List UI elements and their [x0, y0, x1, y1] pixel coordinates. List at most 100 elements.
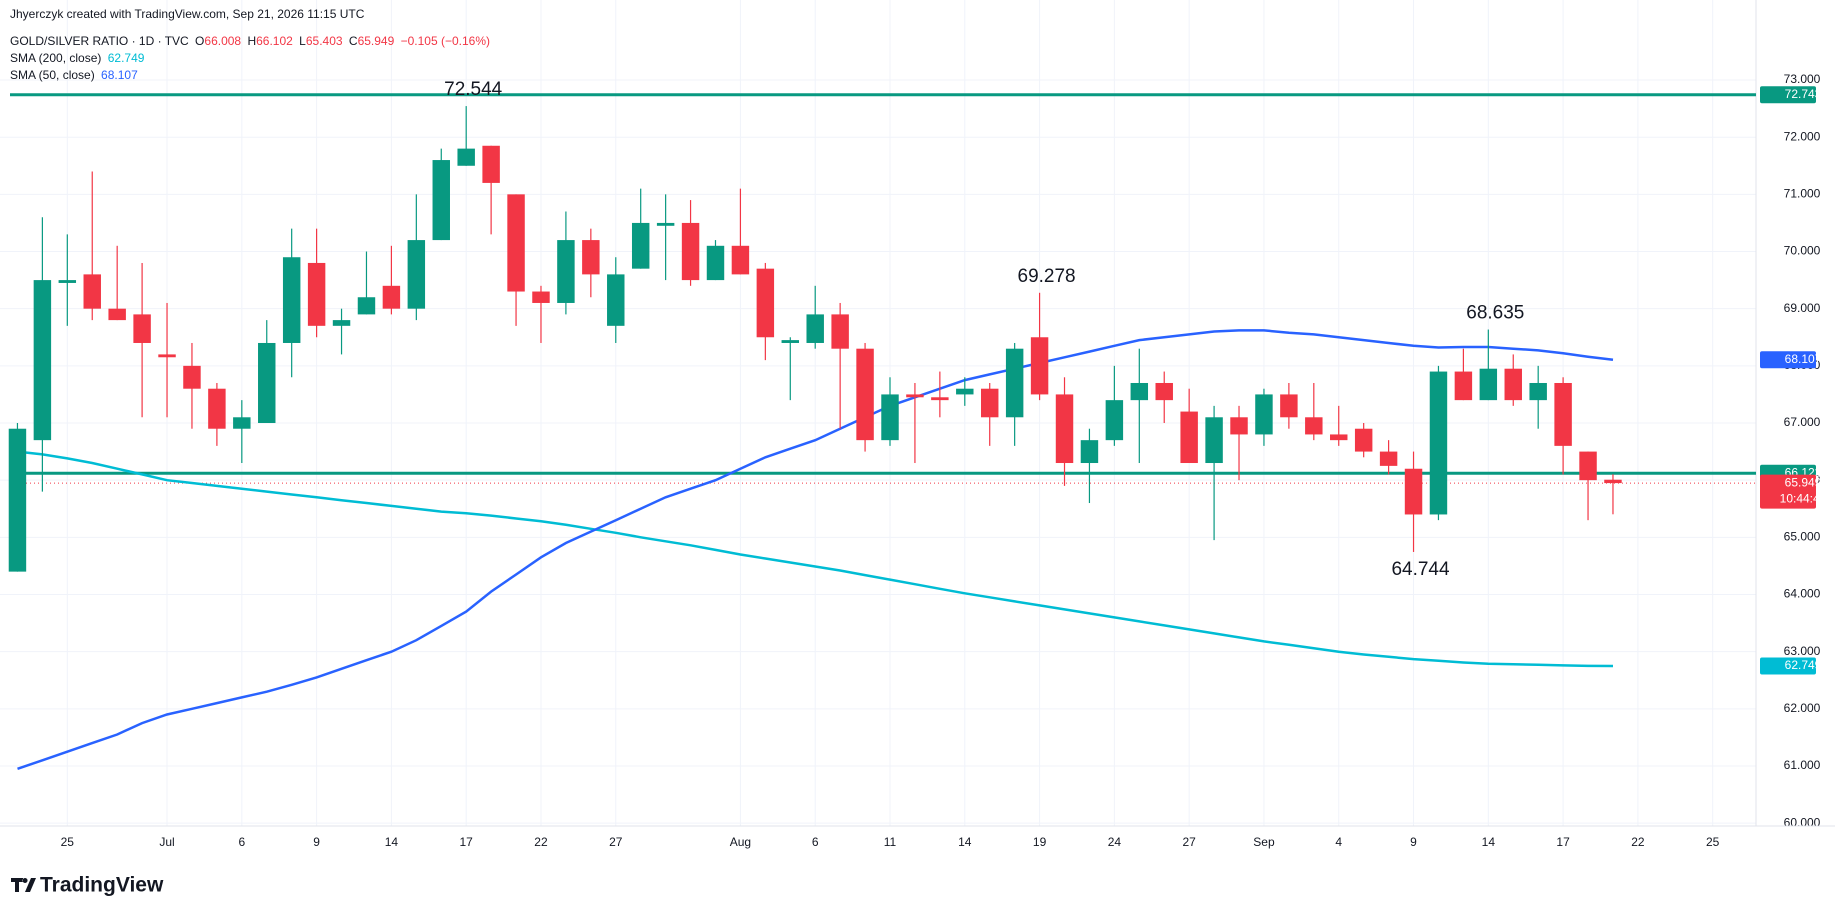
ohlc-letter: O: [195, 34, 205, 48]
candle-body: [1579, 451, 1597, 481]
candle-body: [532, 291, 550, 303]
candle-body: [1479, 368, 1498, 401]
candle-body: [856, 348, 874, 441]
candle-body: [1255, 394, 1273, 435]
sma-label: 68.107: [1785, 352, 1822, 366]
candle-body: [8, 428, 27, 572]
candle-body: [507, 194, 525, 292]
candle-body: [108, 308, 126, 321]
x-tick-label: Sep: [1253, 835, 1275, 849]
candle-body: [457, 148, 475, 166]
ohlc-legend: GOLD/SILVER RATIO · 1D · TVC O66.008 H66…: [10, 34, 493, 48]
candle-body: [931, 397, 949, 401]
candle-body: [956, 388, 974, 395]
x-tick-label: 22: [534, 835, 548, 849]
candle-body: [557, 240, 575, 303]
candle-body: [1180, 411, 1198, 464]
ohlc-value: 65.403: [305, 34, 343, 48]
x-tick-label: 11: [884, 835, 897, 849]
candle-body: [83, 274, 101, 309]
x-tick-label: 25: [61, 835, 75, 849]
candle-body: [607, 274, 625, 326]
ohlc-value: 66.102: [256, 34, 293, 48]
y-tick-label: 64.000: [1784, 587, 1821, 601]
candle-body: [33, 280, 52, 441]
candle-body: [282, 257, 301, 343]
candle-body: [208, 388, 226, 429]
candle-body: [307, 262, 326, 326]
candle-body: [756, 268, 775, 338]
ohlc-letter: L: [299, 34, 306, 48]
y-tick-label: 71.000: [1784, 187, 1821, 201]
candle-body: [1230, 417, 1248, 435]
hline-label-box: [1760, 86, 1816, 104]
x-tick-label: 14: [385, 835, 399, 849]
candle-body: [1330, 434, 1348, 441]
candle-body: [631, 222, 650, 269]
x-tick-label: 24: [1108, 835, 1122, 849]
sma-line: [17, 450, 1614, 668]
candle-body: [1604, 479, 1622, 484]
candle-body: [681, 222, 700, 281]
x-tick-label: 19: [1033, 835, 1047, 849]
x-tick-label: Jul: [159, 835, 174, 849]
annotation: 69.278: [1018, 266, 1076, 287]
hline-label: 72.743: [1785, 87, 1822, 101]
legend-name: SMA (200, close): [10, 51, 102, 65]
x-tick-label: Aug: [730, 835, 751, 849]
sma-line: [17, 329, 1614, 770]
brand-name: TradingView: [40, 874, 164, 897]
sma-legend: SMA (50, close) 68.107: [10, 68, 141, 82]
header: Jhyerczyk created with TradingView.com, …: [10, 7, 365, 21]
y-tick-label: 65.000: [1784, 530, 1821, 544]
ohlc-item: O66.008: [195, 34, 241, 48]
candle-body: [357, 297, 376, 315]
ohlc-item: H66.102: [247, 34, 292, 48]
ohlc-letter: H: [247, 34, 257, 48]
candle-body: [1130, 382, 1149, 401]
x-tick-label: 9: [313, 835, 320, 849]
y-tick-label: 61.000: [1784, 758, 1821, 772]
x-tick-label: 25: [1706, 835, 1720, 849]
legend-value: 62.749: [107, 51, 145, 65]
candle-body: [1354, 428, 1373, 452]
candle-body: [1554, 382, 1572, 446]
candle-body: [1404, 468, 1423, 515]
candle-body: [482, 145, 500, 183]
candle-body: [1379, 451, 1398, 466]
y-tick-label: 70.000: [1784, 244, 1821, 258]
ohlc-letter: C: [348, 34, 358, 48]
candle-body: [382, 285, 401, 309]
candle-body: [1030, 337, 1049, 395]
sma-label-box: [1760, 657, 1816, 675]
candle-body: [781, 340, 800, 343]
candle-body: [258, 342, 276, 424]
x-tick-label: 17: [1556, 835, 1570, 849]
y-tick-label: 72.000: [1784, 129, 1821, 143]
brand-logo: [11, 878, 36, 892]
x-tick-label: 6: [812, 835, 819, 849]
y-tick-label: 69.000: [1784, 301, 1821, 315]
candle-body: [1105, 400, 1124, 441]
candle-body: [407, 240, 426, 309]
x-tick-label: 27: [1182, 835, 1196, 849]
candle-body: [656, 222, 675, 226]
candle-body: [806, 314, 824, 343]
x-tick-label: 27: [609, 835, 623, 849]
x-tick-label: 14: [1482, 835, 1496, 849]
y-tick-label: 62.000: [1784, 701, 1821, 715]
candle-body: [906, 394, 924, 398]
candle-body: [233, 417, 251, 429]
y-tick-label: 63.000: [1784, 644, 1821, 658]
candle-body: [881, 394, 899, 441]
ohlc-value: 66.008: [204, 34, 242, 48]
sma-label-box: [1760, 351, 1816, 369]
x-tick-label: 6: [238, 835, 245, 849]
candle-body: [731, 245, 750, 275]
candle-body: [1529, 382, 1547, 401]
annotation: 72.544: [444, 79, 503, 100]
y-tick-label: 60.000: [1784, 815, 1821, 829]
price-label-box: [1760, 474, 1816, 509]
candle-body: [1080, 440, 1099, 464]
